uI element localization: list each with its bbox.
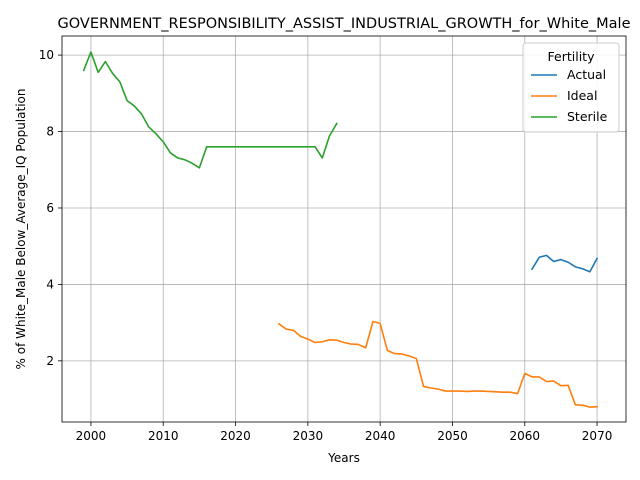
y-tick-label: 2 (46, 354, 54, 368)
x-tick-label: 2020 (220, 429, 251, 443)
y-axis-label: % of White_Male Below_Average_IQ Populat… (14, 89, 28, 370)
y-tick-label: 4 (46, 277, 54, 291)
x-tick-label: 2040 (365, 429, 396, 443)
chart-title: GOVERNMENT_RESPONSIBILITY_ASSIST_INDUSTR… (58, 16, 631, 32)
series-line-actual (530, 254, 599, 273)
x-tick-label: 2000 (76, 429, 107, 443)
legend-title: Fertility (548, 49, 596, 64)
x-tick-label: 2030 (293, 429, 324, 443)
legend-label-ideal: Ideal (567, 88, 597, 103)
y-tick-label: 6 (46, 201, 54, 215)
y-axis: 2 4 6 8 10 (39, 48, 62, 368)
legend-box (522, 42, 620, 133)
x-tick-label: 2070 (582, 429, 613, 443)
gridlines (62, 36, 626, 422)
y-tick-label: 10 (39, 48, 54, 62)
x-axis: 2000 2010 2020 2030 2040 2050 2060 2070 (76, 422, 613, 443)
x-tick-label: 2050 (437, 429, 468, 443)
legend-entries: Actual Ideal Sterile (531, 67, 608, 124)
y-tick-label: 8 (46, 125, 54, 139)
series-line-sterile (82, 51, 338, 169)
x-tick-label: 2010 (148, 429, 179, 443)
x-axis-label: Years (327, 451, 360, 465)
x-tick-label: 2060 (509, 429, 540, 443)
series-lines (82, 51, 599, 408)
legend-label-actual: Actual (567, 67, 606, 82)
legend-label-sterile: Sterile (567, 109, 608, 124)
plot-frame (61, 35, 627, 423)
legend: Fertility Actual Ideal Sterile (522, 42, 620, 133)
series-line-ideal (277, 320, 598, 408)
